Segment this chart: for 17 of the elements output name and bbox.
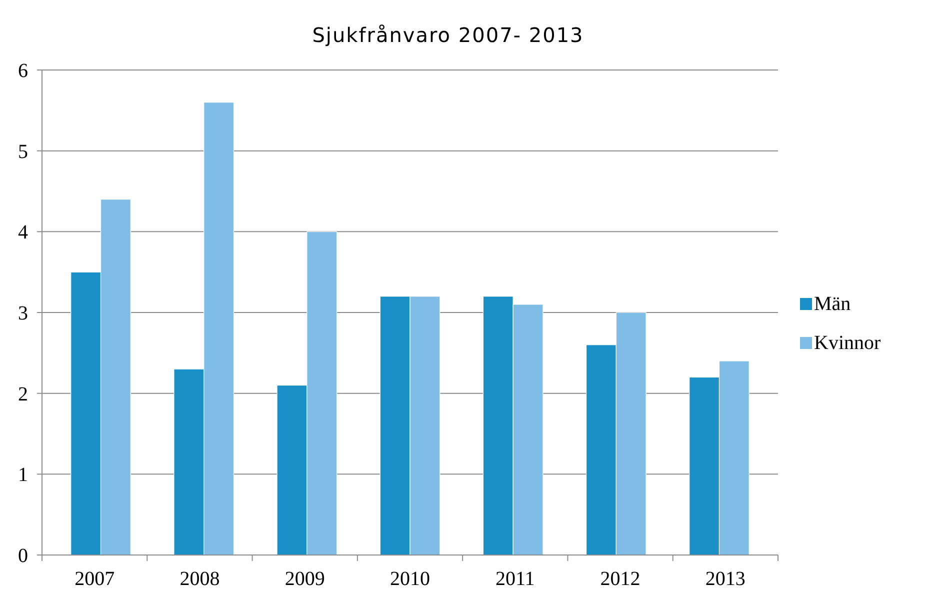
legend-label: Kvinnor <box>814 332 881 354</box>
y-tick-label: 0 <box>18 545 28 567</box>
y-tick-label: 5 <box>18 140 28 163</box>
legend-label: Män <box>814 293 851 315</box>
y-tick-label: 3 <box>18 302 28 324</box>
y-tick-label: 1 <box>18 464 28 486</box>
x-tick-label: 2009 <box>284 568 325 590</box>
y-tick-label: 4 <box>18 222 28 244</box>
x-tick-label: 2011 <box>496 568 535 590</box>
chart-title: Sjukfrånvaro 2007- 2013 <box>312 23 584 47</box>
x-tick-label: 2008 <box>180 568 220 590</box>
y-tick-label: 2 <box>18 383 28 406</box>
x-tick-label: 2012 <box>600 568 640 590</box>
x-tick-label: 2007 <box>74 568 115 590</box>
x-tick-label: 2013 <box>705 568 746 590</box>
x-tick-label: 2010 <box>390 568 430 590</box>
y-tick-label: 6 <box>18 60 28 82</box>
